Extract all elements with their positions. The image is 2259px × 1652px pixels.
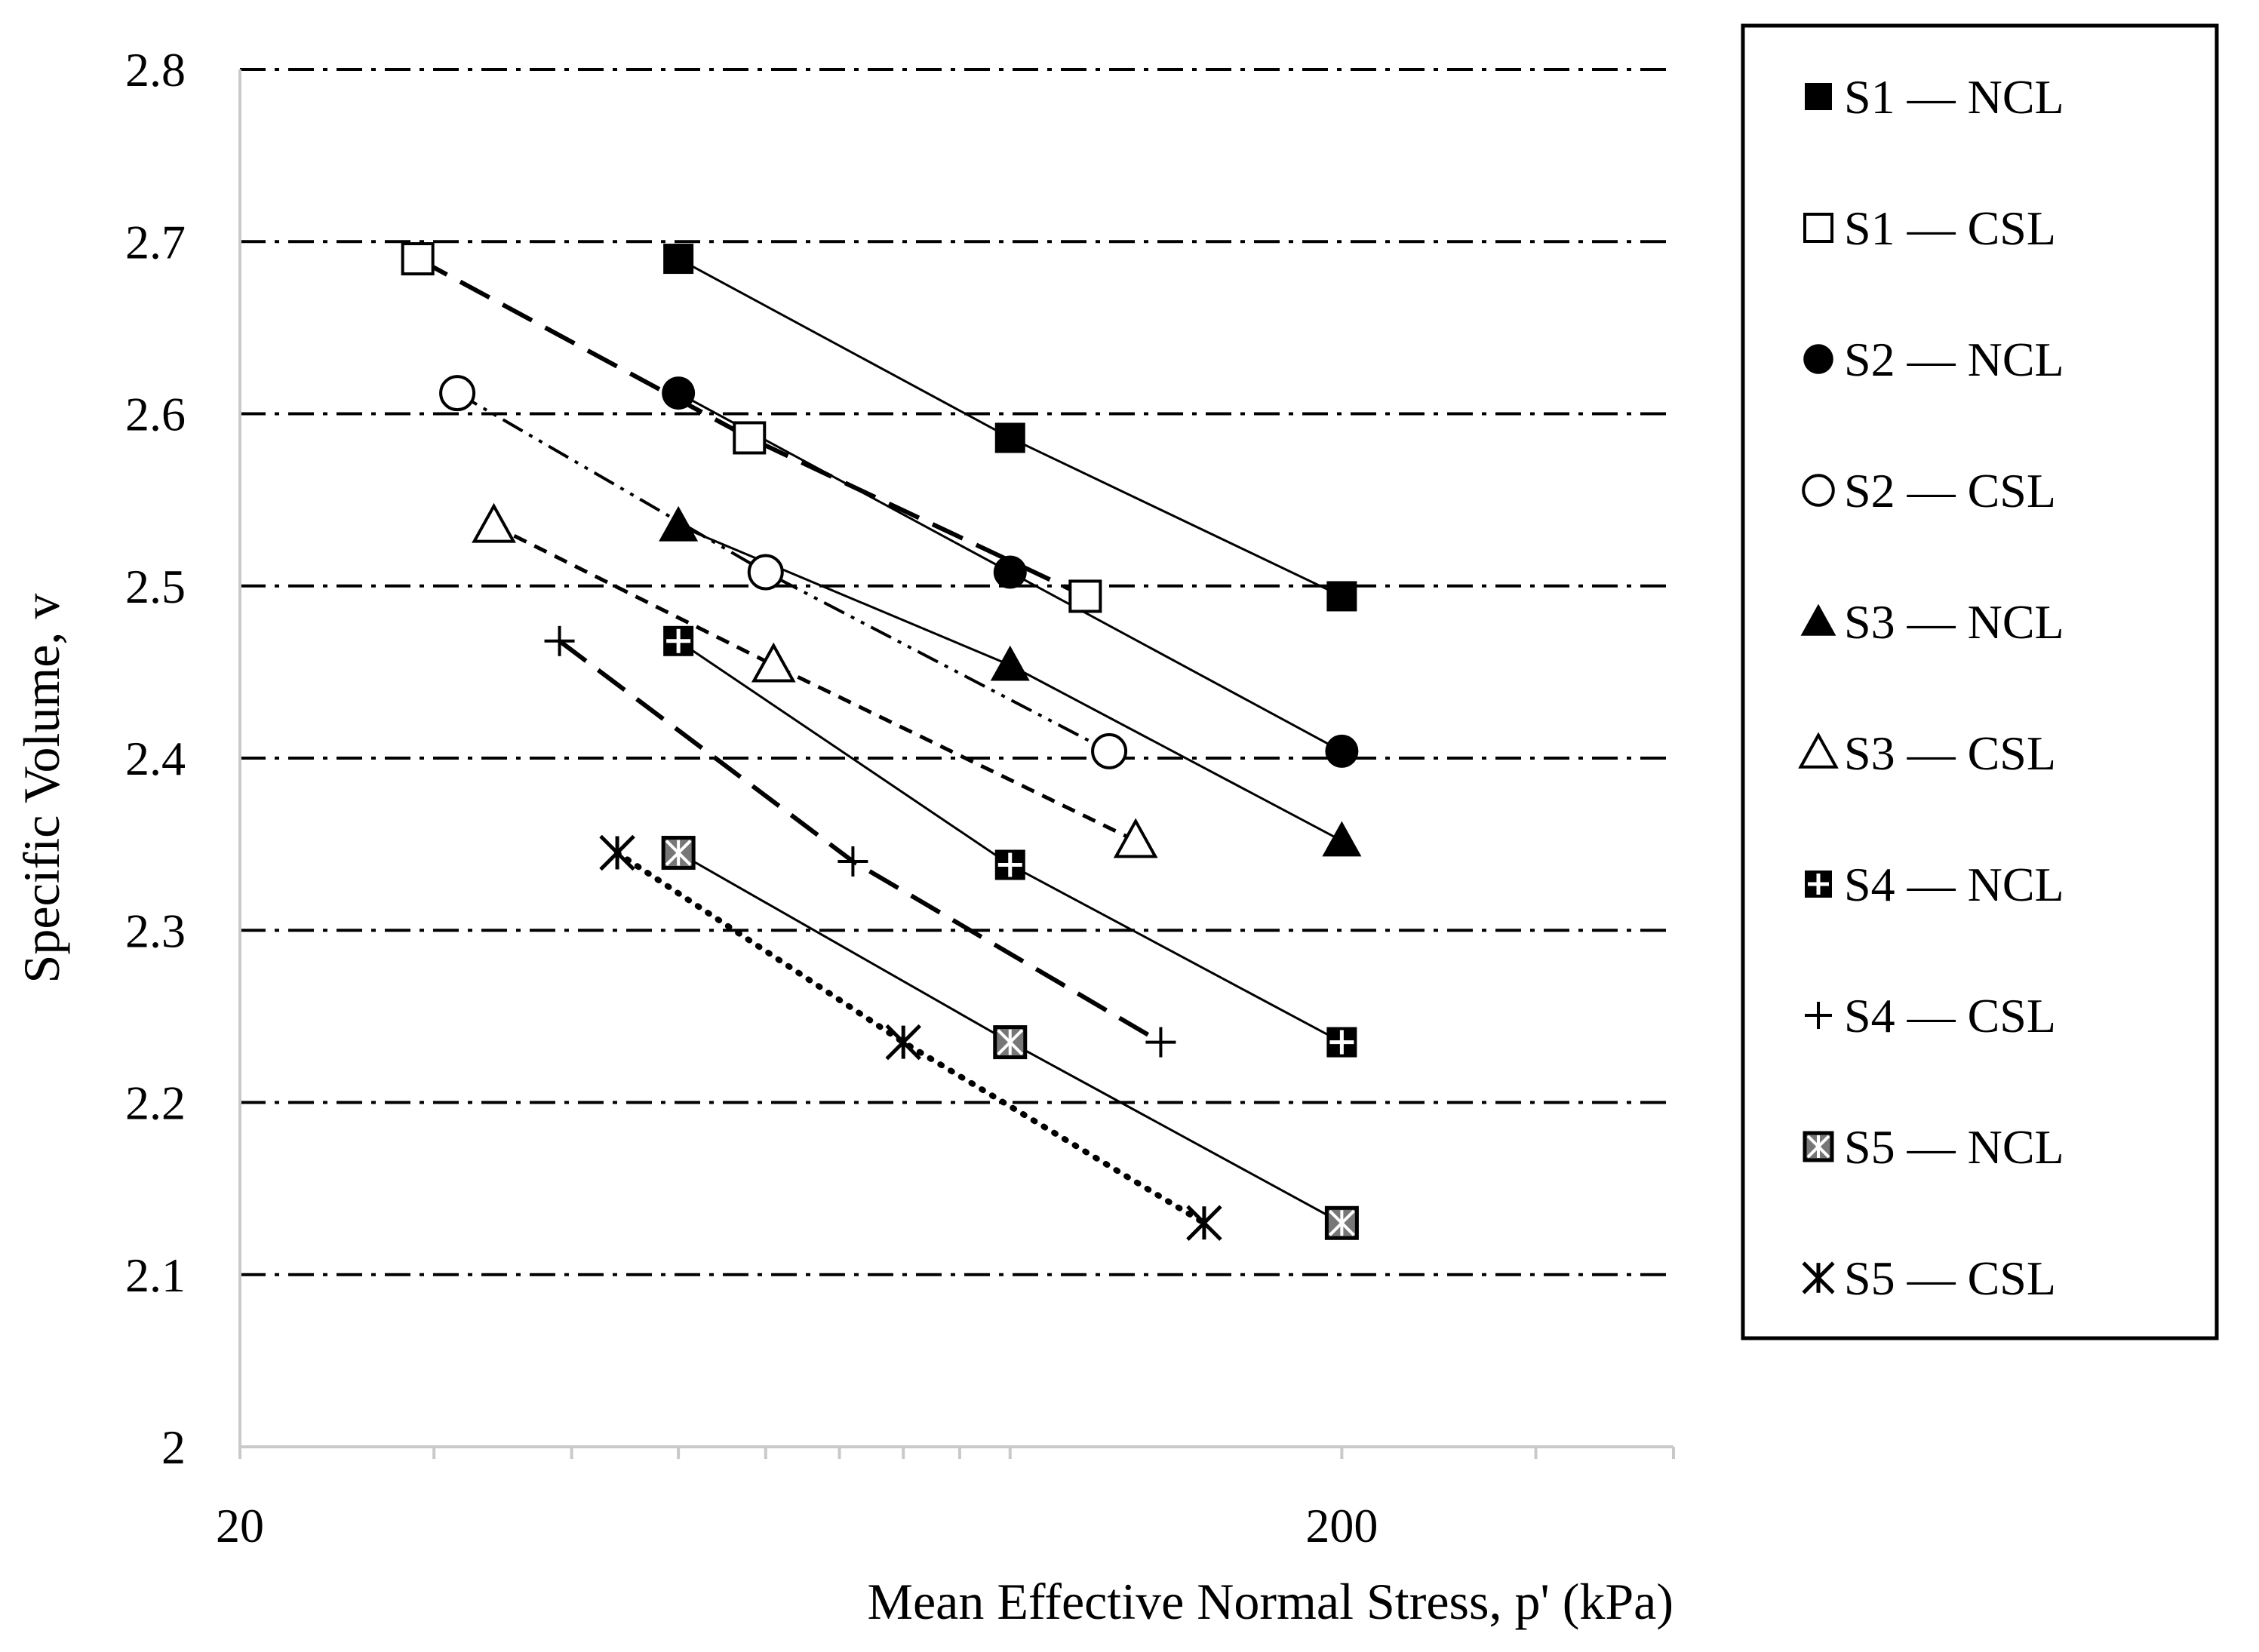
series-line-4 [456, 392, 1110, 753]
y-tick-label: 2.7 [125, 215, 186, 269]
legend-label-2: S1 — CSL [1844, 201, 2056, 255]
series-line-2 [416, 256, 1086, 599]
x-tick-label: 20 [216, 1499, 264, 1552]
data-point-s7-1 [663, 625, 694, 656]
data-point-s3-2 [993, 555, 1027, 589]
data-point-s4-3 [1091, 732, 1128, 769]
legend-label-4: S2 — CSL [1844, 464, 2056, 517]
legend-marker-8 [1805, 1002, 1832, 1029]
legend-label-3: S2 — NCL [1844, 333, 2064, 386]
data-point-s6-2 [751, 642, 796, 683]
data-point-s2-3 [1068, 579, 1102, 613]
legend-label-8: S4 — CSL [1844, 989, 2056, 1042]
y-tick-label: 2.2 [125, 1076, 186, 1130]
series-markers [401, 242, 1362, 1242]
y-tick-label: 2.6 [125, 388, 186, 441]
legend-marker-9 [1803, 1131, 1834, 1162]
y-tick-label: 2.5 [125, 560, 186, 613]
legend: S1 — NCL S1 — CSL S2 — NCL S2 — CSL S3 — NCL… [1741, 23, 2219, 1340]
legend-label-9: S5 — NCL [1844, 1120, 2064, 1174]
data-point-s8-2 [838, 846, 868, 877]
axes [238, 69, 1675, 1459]
data-point-s10-1 [599, 834, 635, 871]
legend-marker-10 [1802, 1261, 1835, 1294]
data-point-s2-1 [401, 242, 435, 276]
legend-marker-7 [1805, 871, 1832, 898]
data-point-s9-3 [1324, 1205, 1359, 1240]
x-axis-title: Mean Effective Normal Stress, p' (kPa) [868, 1573, 1674, 1630]
axis-labels: 2 2.1 2.2 2.3 2.4 2.5 2.6 2.7 2.8 20 200 Mean Effec… [13, 43, 1674, 1630]
gridlines [240, 68, 1674, 1276]
series-line-10 [614, 849, 1207, 1227]
data-point-s1-1 [663, 244, 694, 275]
data-point-s5-1 [659, 505, 699, 542]
y-tick-label: 2.4 [125, 732, 186, 785]
data-point-s7-2 [994, 849, 1025, 880]
legend-marker-5 [1800, 603, 1836, 636]
legend-label-5: S3 — NCL [1844, 595, 2064, 649]
data-point-s10-3 [1186, 1205, 1222, 1242]
data-point-s6-1 [472, 502, 516, 543]
data-point-s1-2 [994, 422, 1025, 453]
data-point-s5-3 [1322, 821, 1362, 857]
data-point-s5-2 [990, 645, 1030, 681]
data-point-s4-1 [439, 375, 476, 412]
data-point-s8-3 [1145, 1027, 1176, 1058]
legend-marker-1 [1805, 83, 1832, 110]
legend-label-6: S3 — CSL [1844, 726, 2056, 780]
data-point-s8-1 [544, 625, 575, 656]
y-axis-title: Specific Volume, v [13, 594, 70, 984]
y-tick-label: 2.3 [125, 904, 186, 957]
series-line-8 [558, 639, 1162, 1045]
legend-marker-3 [1803, 344, 1833, 374]
series-lines [416, 256, 1343, 1227]
legend-marker-2 [1803, 213, 1833, 243]
data-point-s1-3 [1326, 581, 1357, 612]
data-point-s4-2 [747, 554, 784, 591]
data-point-s2-2 [733, 421, 767, 455]
data-point-s10-2 [885, 1024, 922, 1061]
x-tick-label: 200 [1305, 1499, 1378, 1552]
y-tick-label: 2.1 [125, 1248, 186, 1302]
data-point-s9-1 [661, 836, 696, 871]
legend-label-1: S1 — NCL [1844, 70, 2064, 124]
legend-marker-6 [1798, 732, 1839, 769]
data-point-s3-1 [662, 376, 696, 410]
legend-marker-4 [1802, 474, 1835, 507]
legend-label-7: S4 — NCL [1844, 858, 2064, 911]
legend-box [1741, 23, 2219, 1340]
y-tick-label: 2.8 [125, 43, 186, 97]
data-point-s9-2 [993, 1025, 1028, 1060]
y-tick-label: 2 [161, 1420, 186, 1474]
series-line-7 [678, 640, 1343, 1043]
data-point-s7-3 [1326, 1027, 1357, 1058]
data-point-s3-3 [1325, 734, 1359, 768]
data-point-s6-3 [1113, 818, 1158, 858]
legend-label-10: S5 — CSL [1844, 1251, 2056, 1305]
